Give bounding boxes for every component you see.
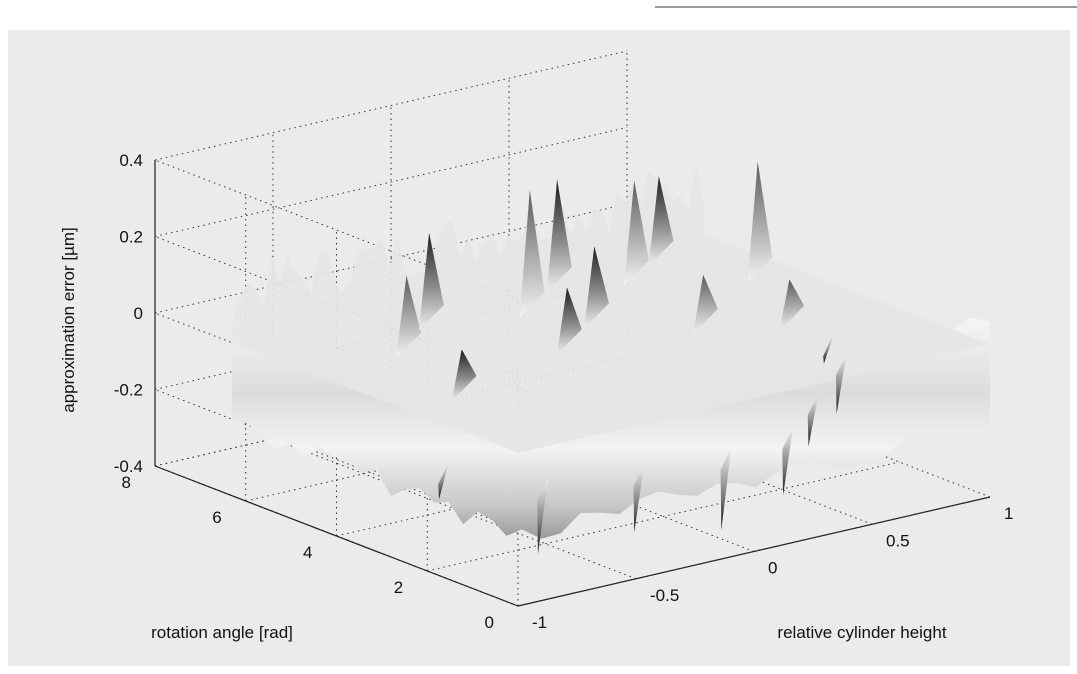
surface-peak — [546, 179, 572, 293]
grid-back-z — [154, 127, 628, 237]
y-tick-label: 6 — [212, 508, 221, 527]
grid-back-z — [154, 203, 628, 314]
surface-trough — [782, 427, 793, 496]
x-tick-label: 1 — [1004, 504, 1013, 523]
surface-peak — [648, 176, 674, 267]
z-tick-label: 0.4 — [119, 151, 143, 170]
x-axis-label: relative cylinder height — [777, 623, 946, 642]
surface-peak — [747, 161, 773, 283]
surface-peak — [418, 232, 444, 331]
surface-trough — [633, 464, 645, 533]
grid-floor-y — [427, 461, 900, 572]
surface-top — [232, 162, 991, 453]
top-border-line — [655, 6, 1077, 8]
tick-labels: -0.4 -0.2 0 0.2 0.4 0 2 4 6 8 -1 -0.5 0 0.5 1 — [114, 151, 1014, 632]
y-tick-label: 2 — [394, 578, 403, 597]
surface-peak — [556, 287, 582, 355]
x-tick-label: 0.5 — [886, 531, 910, 550]
y-tick-label: 4 — [303, 543, 312, 562]
x-tick-label: -1 — [532, 613, 547, 632]
surface-peak — [584, 246, 609, 329]
surface-peak — [396, 275, 422, 358]
surface-peak — [693, 274, 718, 335]
surface-trough — [720, 447, 732, 531]
z-tick-label: 0.2 — [119, 228, 143, 247]
error-surface — [232, 161, 991, 554]
grid-back-z — [154, 50, 628, 161]
surface-peak — [519, 190, 545, 319]
surface-peak — [624, 180, 649, 286]
surface-trough — [438, 462, 449, 500]
x-tick-label: -0.5 — [650, 586, 679, 605]
z-axis-label: approximation error [µm] — [59, 227, 78, 413]
y-tick-label: 8 — [122, 473, 131, 492]
axis-labels: approximation error [µm] rotation angle … — [59, 227, 947, 642]
y-axis-label: rotation angle [rad] — [151, 623, 293, 642]
z-tick-label: 0 — [134, 304, 143, 323]
surface-peak — [779, 279, 805, 332]
surface-trough — [835, 353, 847, 414]
z-tick-label: -0.2 — [114, 381, 143, 400]
surface-trough — [823, 333, 834, 364]
surface-peak — [451, 349, 477, 402]
y-axis-line — [154, 465, 519, 607]
x-tick-label: 0 — [768, 559, 777, 578]
surface-trough — [537, 478, 548, 554]
surface-trough — [807, 393, 819, 447]
x-axis-line — [517, 496, 991, 607]
z-tick-label: -0.4 — [114, 457, 143, 476]
y-tick-label: 0 — [485, 613, 494, 632]
